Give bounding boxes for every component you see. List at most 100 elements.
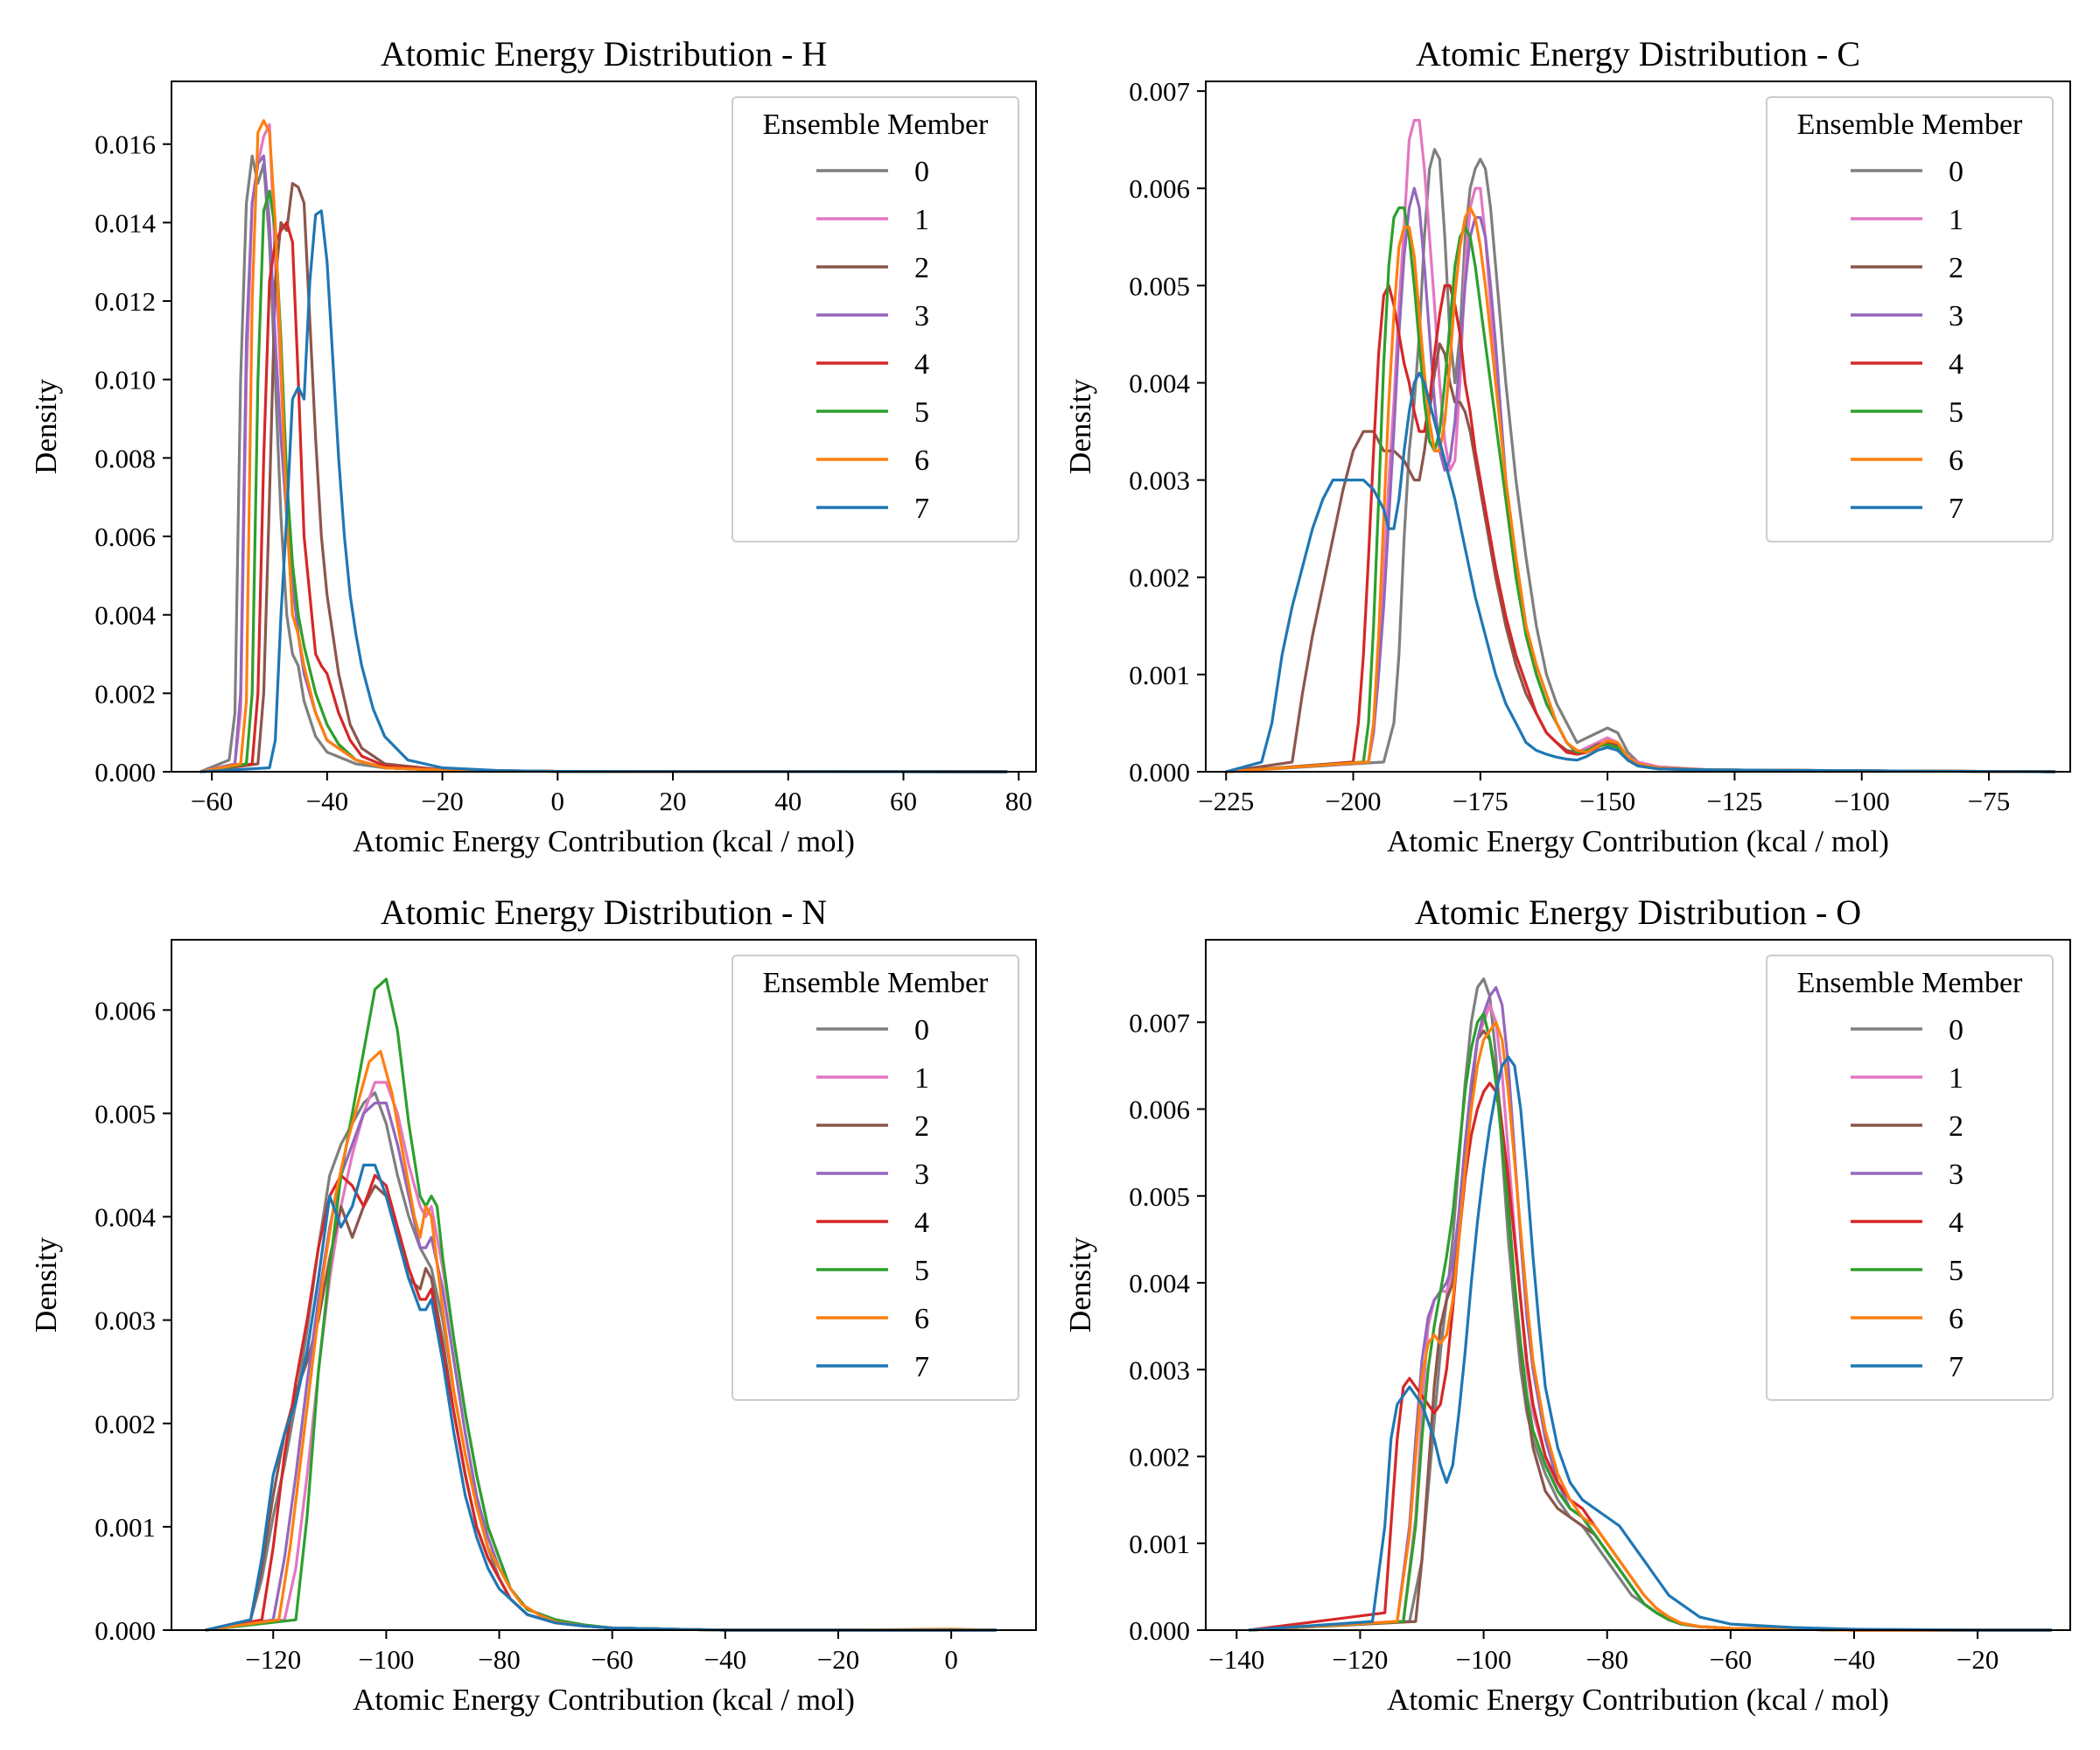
y-tick-label: 0.005 — [94, 1098, 156, 1129]
panel-title: Atomic Energy Distribution - O — [1415, 892, 1861, 932]
legend-entry-label: 2 — [914, 252, 929, 284]
panel-title: Atomic Energy Distribution - H — [381, 34, 827, 74]
x-tick-label: −40 — [704, 1644, 746, 1675]
x-tick-label: −40 — [306, 786, 348, 816]
x-axis-label: Atomic Energy Contribution (kcal / mol) — [1387, 1683, 1889, 1717]
x-tick-label: −125 — [1706, 786, 1762, 816]
series-line-5 — [1249, 1012, 2052, 1632]
y-tick-label: 0.004 — [94, 1202, 156, 1233]
series-line-5 — [205, 977, 997, 1632]
legend-entry-label: 4 — [1949, 1207, 1964, 1239]
legend-entry-label: 2 — [1949, 252, 1964, 284]
legend-entry-label: 7 — [1949, 1351, 1964, 1383]
y-tick-label: 0.003 — [1129, 466, 1190, 496]
x-tick-label: −100 — [1834, 786, 1890, 816]
x-tick-label: −60 — [591, 1644, 633, 1675]
legend-entry-label: 1 — [914, 1062, 929, 1095]
plot-area — [200, 119, 1008, 774]
x-tick-label: 0 — [944, 1644, 958, 1675]
y-tick-label: 0.005 — [1129, 270, 1190, 301]
panel-title: Atomic Energy Distribution - N — [381, 892, 827, 932]
panel-o: Atomic Energy Distribution - O Atomic En… — [1063, 892, 2071, 1717]
x-tick-label: −150 — [1579, 786, 1635, 816]
legend-frame — [1766, 96, 2054, 542]
legend: Ensemble Member 0 1 2 3 4 5 6 7 — [732, 96, 1019, 542]
legend-entry-label: 4 — [1949, 348, 1964, 381]
y-tick-label: 0.005 — [1129, 1181, 1190, 1212]
y-tick-label: 0.006 — [94, 995, 156, 1026]
x-tick-label: −140 — [1208, 1644, 1264, 1675]
axes-frame — [1205, 939, 2071, 1631]
legend-entry-label: 7 — [914, 1351, 929, 1383]
series-line-4 — [200, 220, 1008, 774]
x-tick-label: −100 — [358, 1644, 414, 1675]
panel-h: Atomic Energy Distribution - H Atomic En… — [29, 34, 1037, 858]
x-tick-label: −175 — [1452, 786, 1508, 816]
plot-area — [1249, 977, 2052, 1632]
legend-entry-label: 3 — [1949, 1158, 1964, 1191]
x-tick-label: −20 — [1956, 1644, 1998, 1675]
y-tick-label: 0.001 — [1129, 1529, 1190, 1559]
axes-frame — [1205, 80, 2071, 773]
x-axis-label: Atomic Energy Contribution (kcal / mol) — [1387, 824, 1889, 858]
x-tick-label: −120 — [1332, 1644, 1388, 1675]
y-axis-label: Density — [1063, 379, 1097, 474]
legend-frame — [1766, 955, 2054, 1401]
y-tick-label: 0.006 — [1129, 173, 1190, 204]
legend-entry-label: 7 — [1949, 493, 1964, 525]
panel-c: Atomic Energy Distribution - C Atomic En… — [1063, 34, 2071, 858]
y-tick-label: 0.002 — [1129, 1442, 1190, 1473]
legend-title: Ensemble Member — [763, 108, 989, 141]
series-line-6 — [1226, 206, 2055, 774]
x-tick-label: 0 — [551, 786, 565, 816]
y-tick-label: 0.001 — [1129, 660, 1190, 690]
y-tick-label: 0.004 — [1129, 1268, 1190, 1298]
y-tick-label: 0.007 — [1129, 1007, 1190, 1038]
y-axis-label: Density — [29, 379, 63, 474]
legend-entry-label: 7 — [914, 493, 929, 525]
x-tick-label: −60 — [1710, 1644, 1752, 1675]
legend-entry-label: 5 — [914, 1255, 929, 1287]
y-tick-label: 0.000 — [94, 1615, 156, 1646]
y-tick-label: 0.007 — [1129, 76, 1190, 107]
y-tick-label: 0.002 — [94, 678, 156, 709]
legend-entry-label: 1 — [1949, 204, 1964, 236]
legend-entry-label: 2 — [1949, 1110, 1964, 1143]
x-tick-label: −200 — [1326, 786, 1382, 816]
series-line-1 — [1226, 118, 2055, 774]
x-tick-label: −80 — [1586, 1644, 1628, 1675]
legend-entry-label: 1 — [914, 204, 929, 236]
axes-frame — [171, 939, 1037, 1631]
y-tick-label: 0.002 — [94, 1409, 156, 1439]
series-line-2 — [200, 182, 1008, 774]
legend-entry-label: 3 — [914, 300, 929, 332]
legend-entry-label: 0 — [914, 1014, 929, 1046]
plot-area — [205, 977, 997, 1632]
legend-entry-label: 6 — [1949, 1303, 1964, 1335]
legend-entry-label: 2 — [914, 1110, 929, 1143]
legend: Ensemble Member 0 1 2 3 4 5 6 7 — [732, 955, 1019, 1401]
panel-n: Atomic Energy Distribution - N Atomic En… — [29, 892, 1037, 1717]
series-line-7 — [1225, 371, 2055, 774]
legend-entry-label: 5 — [1949, 396, 1964, 429]
y-axis-label: Density — [1063, 1237, 1097, 1333]
y-tick-label: 0.002 — [1129, 563, 1190, 593]
x-tick-label: −20 — [421, 786, 463, 816]
x-tick-label: −80 — [478, 1644, 520, 1675]
axes-frame — [171, 80, 1037, 773]
x-tick-label: −225 — [1198, 786, 1254, 816]
x-tick-label: 20 — [660, 786, 687, 816]
legend: Ensemble Member 0 1 2 3 4 5 6 7 — [1766, 955, 2054, 1401]
x-tick-label: 80 — [1005, 786, 1032, 816]
legend-entry-label: 5 — [914, 396, 929, 429]
legend-title: Ensemble Member — [1797, 967, 2023, 999]
series-line-7 — [205, 1163, 997, 1632]
x-tick-label: 40 — [774, 786, 802, 816]
y-tick-label: 0.004 — [1129, 368, 1190, 398]
y-tick-label: 0.012 — [94, 286, 156, 317]
y-tick-label: 0.000 — [94, 757, 156, 788]
y-tick-label: 0.003 — [94, 1306, 156, 1336]
series-line-7 — [1249, 1055, 2052, 1632]
legend-frame — [732, 96, 1019, 542]
legend: Ensemble Member 0 1 2 3 4 5 6 7 — [1766, 96, 2054, 542]
